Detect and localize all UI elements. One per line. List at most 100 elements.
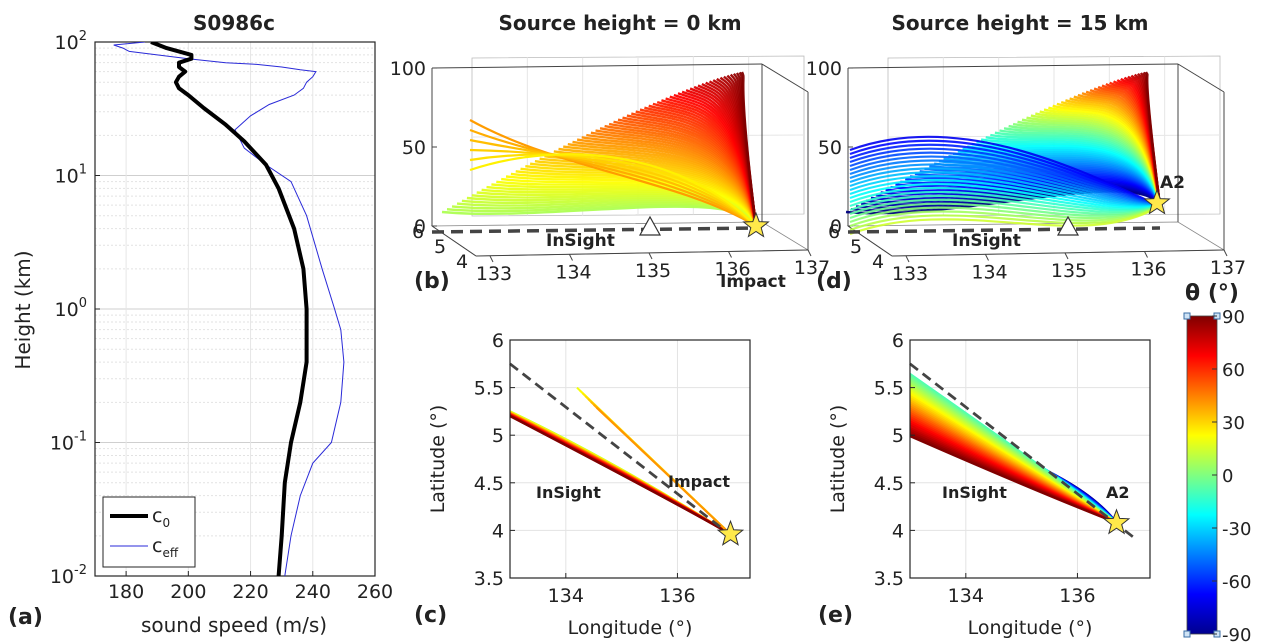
- y-tick-label: 5.5: [874, 378, 904, 400]
- colorbar-handle-tl[interactable]: [1183, 312, 1191, 320]
- panel-e-source-label: A2: [1106, 483, 1130, 502]
- colorbar-handle-bl[interactable]: [1183, 630, 1191, 638]
- front-edge: [475, 249, 809, 257]
- top-edge: [431, 63, 763, 69]
- panel-d-a2-star: [1143, 188, 1171, 215]
- y-tick-label: 4: [456, 251, 468, 273]
- panel-d: Source height = 15 km 0 50 100 133 134 135 136…: [806, 11, 1246, 294]
- front-edge: [891, 249, 1225, 257]
- y-tick-label: 4: [492, 520, 504, 542]
- panel-d-rays: [845, 71, 1162, 236]
- panel-b-title: Source height = 0 km: [498, 11, 741, 35]
- x-tick-label: 135: [1051, 260, 1087, 282]
- panel-a-ylabel: Height (km): [11, 250, 35, 369]
- x-tick-label: 135: [635, 260, 671, 282]
- y-tick-exp: -1: [74, 430, 87, 445]
- y-tick-label: 10-1: [50, 430, 87, 455]
- panel-e: 134 136 3.5 4 4.5 5 5.5 6 InSight A2 Longitude …: [818, 330, 1151, 639]
- x-tick: [905, 255, 910, 263]
- panel-d-insight-marker: [1056, 215, 1080, 236]
- panel-a-plot-area: [113, 42, 345, 576]
- ray-path: [849, 190, 1161, 212]
- y-tick-exp: 1: [79, 163, 87, 178]
- y-tick-exp: 0: [79, 296, 87, 311]
- z-tick-label: 50: [818, 137, 842, 159]
- panel-e-ylabel: Latitude (°): [827, 405, 849, 514]
- y-tick-label: 4.5: [874, 473, 904, 495]
- legend-box: [102, 496, 196, 568]
- ray-path: [849, 167, 1161, 208]
- x-tick-label: 220: [232, 581, 268, 603]
- x-tick-label: 137: [794, 257, 830, 279]
- y-tick-label: 102: [55, 29, 87, 54]
- panel-label-d: (d): [816, 269, 852, 294]
- ray-path: [469, 153, 757, 227]
- panel-e-station-label: InSight: [942, 483, 1007, 502]
- ray-path: [849, 198, 1161, 216]
- panel-b-source-label: Impact: [720, 272, 786, 292]
- y-tick-label: 5: [850, 236, 862, 258]
- ray-path: [849, 204, 1161, 224]
- y-tick-label: 100: [55, 296, 87, 321]
- x-tick-label: 134: [548, 585, 584, 607]
- legend-ceff-label: ceff: [152, 535, 179, 560]
- ray-path: [469, 138, 757, 227]
- z-tick-label: 100: [806, 58, 842, 80]
- panel-b-rays: [441, 71, 758, 227]
- y-tick-label: 6: [892, 330, 904, 352]
- panel-e-a2-star: [1102, 508, 1131, 535]
- panel-e-axes-box: [909, 339, 1151, 579]
- x-tick-label: 133: [892, 263, 928, 285]
- y-tick-base: 10: [50, 566, 74, 588]
- y-tick-label: 6: [412, 221, 424, 243]
- ray-path: [849, 159, 1161, 208]
- z-tick-label: 0: [830, 216, 842, 238]
- panel-c-rays: [510, 386, 732, 536]
- y-tick-base: 10: [55, 166, 79, 188]
- y-tick-label: 6: [828, 221, 840, 243]
- y-tick-label: 5.5: [474, 378, 504, 400]
- x-tick-label: 180: [108, 581, 144, 603]
- x-tick-label: 136: [1130, 259, 1166, 281]
- panel-b-great-circle: [431, 226, 761, 234]
- series-ceff-line: [113, 42, 345, 576]
- series-c0-line: [150, 42, 309, 576]
- colorbar-tick-label: 0: [1222, 466, 1233, 487]
- ray-path: [849, 163, 1161, 208]
- panel-b-impact-star: [742, 211, 770, 238]
- y-tick-label: 4: [872, 251, 884, 273]
- ray-path: [469, 119, 757, 227]
- panel-a-legend: c0 ceff: [102, 496, 196, 568]
- x-tick: [807, 249, 812, 257]
- panel-label-b: (b): [414, 269, 450, 294]
- ray-footprint: [910, 435, 1117, 524]
- y-tick-label: 5: [892, 425, 904, 447]
- panel-c-xlabel: Longitude (°): [568, 617, 693, 639]
- y-tick-label: 5: [492, 425, 504, 447]
- top-right-edge: [1177, 63, 1225, 93]
- panel-label-a: (a): [8, 605, 43, 630]
- y-tick-label: 3.5: [874, 568, 904, 590]
- x-tick: [985, 254, 989, 261]
- x-tick: [1223, 249, 1228, 257]
- colorbar-tick-label: -30: [1222, 519, 1251, 540]
- ray-path: [740, 71, 758, 227]
- ray-path: [849, 175, 1161, 208]
- panel-label-c: (c): [414, 603, 447, 628]
- colorbar-tick-label: -90: [1222, 625, 1251, 644]
- colorbar-tick-label: -60: [1222, 572, 1251, 593]
- ray-path: [469, 148, 757, 227]
- ray-path: [849, 151, 1161, 208]
- panel-b-insight-marker: [638, 215, 662, 236]
- panel-c-ylabel: Latitude (°): [427, 405, 449, 514]
- colorbar-tick-label: 90: [1222, 307, 1245, 328]
- panel-b: Source height = 0 km 0 50 100 133 134 135 136 1…: [390, 11, 830, 294]
- x-tick-label: 134: [948, 585, 984, 607]
- x-tick-label: 133: [476, 263, 512, 285]
- x-tick-label: 240: [295, 581, 331, 603]
- x-tick-label: 134: [971, 262, 1007, 284]
